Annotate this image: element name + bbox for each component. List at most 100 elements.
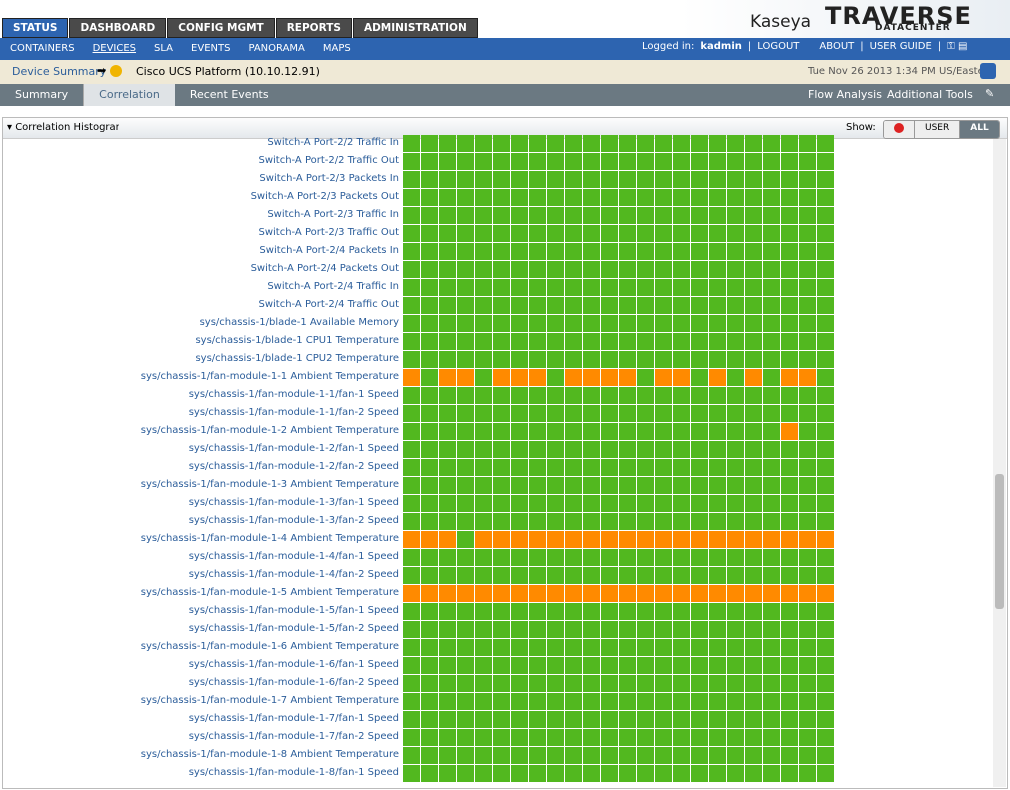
- histogram-cell: [709, 711, 726, 728]
- histogram-cell: [655, 513, 672, 530]
- histogram-cell: [403, 603, 420, 620]
- breadcrumb-root[interactable]: Device Summary: [12, 65, 107, 78]
- histogram-cell: [781, 675, 798, 692]
- histogram-cell: [781, 657, 798, 674]
- histogram-cell: [781, 747, 798, 764]
- histogram-cell: [673, 207, 690, 224]
- histogram-cell: [457, 657, 474, 674]
- top-tab[interactable]: ADMINISTRATION: [352, 18, 478, 38]
- histogram-cell: [619, 567, 636, 584]
- histogram-cell: [799, 675, 816, 692]
- histogram-cell: [439, 549, 456, 566]
- histogram-cell: [475, 369, 492, 386]
- histogram-cell: [727, 747, 744, 764]
- logout[interactable]: LOGOUT: [757, 41, 800, 52]
- sub-nav-item[interactable]: CONTAINERS: [10, 43, 75, 54]
- sub-nav-item[interactable]: DEVICES: [92, 43, 137, 54]
- histogram-cell: [745, 351, 762, 368]
- histogram-cell: [691, 171, 708, 188]
- histogram-cell: [673, 279, 690, 296]
- histogram-cell: [637, 351, 654, 368]
- histogram-cell: [421, 693, 438, 710]
- histogram-cell: [493, 315, 510, 332]
- histogram-cell: [763, 153, 780, 170]
- top-tab[interactable]: DASHBOARD: [69, 18, 167, 38]
- histogram-cell: [475, 153, 492, 170]
- histogram-cell: [655, 423, 672, 440]
- histogram-cell: [763, 531, 780, 548]
- product: TRAVERSE: [825, 2, 972, 30]
- top-tab[interactable]: STATUS: [2, 18, 69, 38]
- histogram-cell: [673, 225, 690, 242]
- histogram-cell: [817, 315, 834, 332]
- histogram-cell: [763, 621, 780, 638]
- histogram-cell: [421, 387, 438, 404]
- histogram-cell: [529, 315, 546, 332]
- histogram-cell: [475, 477, 492, 494]
- histogram-cell: [601, 747, 618, 764]
- histogram-cell: [457, 279, 474, 296]
- histogram-cell: [475, 549, 492, 566]
- about[interactable]: ABOUT: [819, 41, 855, 52]
- histogram-cell: [673, 495, 690, 512]
- histogram-cell: [799, 747, 816, 764]
- histogram-cell: [457, 153, 474, 170]
- top-tab[interactable]: CONFIG MGMT: [167, 18, 275, 38]
- histogram-cell: [421, 441, 438, 458]
- filter-user[interactable]: USER: [914, 121, 960, 138]
- page-tab[interactable]: Summary: [0, 84, 85, 106]
- sub-nav-item[interactable]: MAPS: [322, 43, 351, 54]
- histogram-cell: [781, 513, 798, 530]
- histogram-cell: [583, 585, 600, 602]
- histogram-cell: [727, 495, 744, 512]
- histogram-cell: [421, 495, 438, 512]
- sub-nav-item[interactable]: EVENTS: [191, 43, 231, 54]
- histogram-cell: [691, 153, 708, 170]
- histogram-cell: [727, 459, 744, 476]
- histogram-cell: [511, 333, 528, 350]
- histogram-cell: [709, 657, 726, 674]
- histogram-cell: [493, 225, 510, 242]
- histogram-cell: [655, 405, 672, 422]
- scrollbar[interactable]: [993, 139, 1006, 787]
- additional-tools[interactable]: Additional Tools: [887, 88, 973, 101]
- page-tab[interactable]: Recent Events: [189, 88, 269, 101]
- filter-all[interactable]: ALL: [959, 121, 999, 138]
- page-tab[interactable]: Correlation: [84, 84, 175, 106]
- histogram-cell: [511, 765, 528, 782]
- histogram-cell: [637, 261, 654, 278]
- histogram-cell: [421, 657, 438, 674]
- histogram-cell: [673, 441, 690, 458]
- histogram-cell: [655, 387, 672, 404]
- histogram-cell: [763, 279, 780, 296]
- histogram-cell: [565, 189, 582, 206]
- row-label: Switch-A Port-2/3 Traffic In: [267, 209, 399, 220]
- histogram-cell: [637, 675, 654, 692]
- histogram-cell: [691, 765, 708, 782]
- histogram-cell: [709, 531, 726, 548]
- top-tab[interactable]: REPORTS: [275, 18, 352, 38]
- user-guide[interactable]: USER GUIDE: [869, 41, 932, 52]
- histogram-cell: [475, 459, 492, 476]
- refresh-button[interactable]: [980, 63, 996, 79]
- histogram-cell: [421, 243, 438, 260]
- histogram-cell: [781, 621, 798, 638]
- sub-nav-item[interactable]: PANORAMA: [248, 43, 305, 54]
- histogram-cell: [493, 621, 510, 638]
- histogram-cell: [727, 261, 744, 278]
- histogram-cell: [781, 729, 798, 746]
- histogram-cell: [547, 585, 564, 602]
- sub-nav-item[interactable]: SLA: [154, 43, 174, 54]
- histogram-cell: [421, 351, 438, 368]
- histogram-cell: [439, 423, 456, 440]
- flow-analysis[interactable]: Flow Analysis: [808, 88, 882, 101]
- filter-critical[interactable]: [884, 121, 914, 138]
- histogram-cell: [403, 171, 420, 188]
- histogram-cell: [799, 603, 816, 620]
- histogram-cell: [457, 531, 474, 548]
- histogram-cell: [799, 333, 816, 350]
- histogram-cell: [457, 567, 474, 584]
- histogram-cell: [583, 423, 600, 440]
- histogram-cell: [547, 459, 564, 476]
- histogram-cell: [727, 405, 744, 422]
